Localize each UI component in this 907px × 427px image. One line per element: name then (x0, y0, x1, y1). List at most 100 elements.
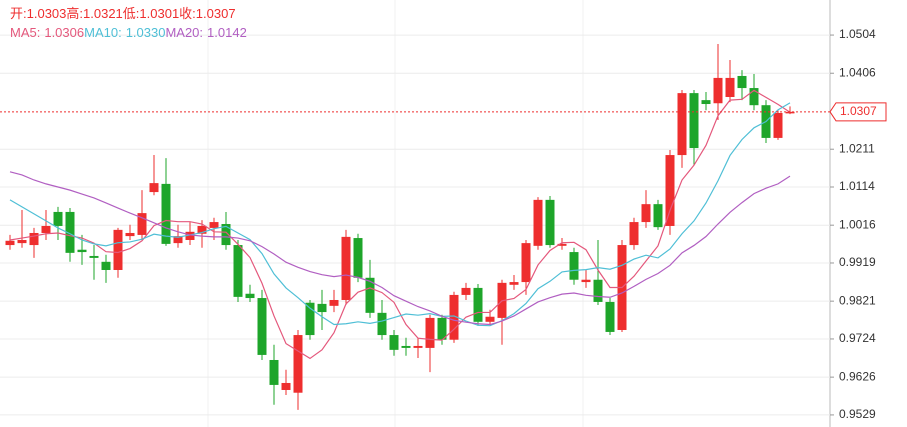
candle-body (473, 287, 483, 322)
candle-body (785, 111, 795, 114)
legend-value: 1.0306 (44, 25, 85, 40)
candle-body (173, 236, 183, 244)
ma-line (9, 171, 791, 326)
candle-body (41, 225, 51, 233)
y-tick-label: 1.0114 (839, 179, 875, 193)
candle-body (401, 345, 411, 348)
ohlc-label: 开: (10, 6, 27, 21)
candle-body (485, 316, 495, 322)
legend-item: MA20: 1.0142 (165, 25, 246, 40)
candle-body (701, 100, 711, 105)
candle-body (533, 199, 543, 246)
candle-body (557, 243, 567, 246)
ohlc-value: 1.0307 (195, 6, 236, 21)
candle-body (677, 93, 687, 156)
y-tick-label: 1.0211 (839, 141, 875, 155)
ohlc-item: 低:1.0301 (123, 6, 179, 21)
candle-body (593, 279, 603, 302)
ohlc-item: 收:1.0307 (179, 6, 235, 21)
y-tick-label: 0.9821 (839, 293, 876, 307)
candle-body (653, 204, 663, 228)
candle-body (161, 183, 171, 244)
ohlc-item: 开:1.0303 (10, 6, 66, 21)
candle-body (605, 301, 615, 332)
candle-body (89, 255, 99, 258)
candle-body (245, 293, 255, 299)
candle-body (77, 249, 87, 253)
candle-body (437, 317, 447, 340)
ohlc-label: 收: (179, 6, 196, 21)
candle-body (545, 199, 555, 246)
candle-body (737, 75, 747, 89)
candle-body (209, 222, 219, 228)
y-tick-label: 0.9626 (839, 369, 876, 383)
candle-body (29, 232, 39, 246)
ohlc-row: 开:1.0303高:1.0321低:1.0301收:1.0307 (10, 4, 247, 23)
candle-body (365, 277, 375, 313)
ohlc-label: 低: (122, 6, 140, 21)
candle-body (665, 155, 675, 226)
candle-body (113, 229, 123, 270)
ohlc-value: 1.0303 (26, 6, 67, 21)
candle-body (413, 345, 423, 348)
ohlc-value: 1.0301 (139, 6, 180, 21)
candle-body (713, 77, 723, 104)
candle-body (449, 294, 459, 340)
candle-body (233, 245, 243, 297)
y-tick-label: 0.9724 (839, 331, 876, 345)
candle-body (377, 312, 387, 336)
ohlc-item: 高:1.0321 (66, 6, 122, 21)
ma-line (9, 102, 791, 327)
candle-body (197, 225, 207, 234)
candle-body (521, 243, 531, 283)
candle-body (329, 299, 339, 306)
ohlc-value: 1.0321 (83, 6, 123, 21)
candle-body (629, 222, 639, 246)
candle-body (581, 279, 591, 283)
legend-value: 1.0142 (207, 25, 247, 40)
current-price-label: 1.0307 (840, 104, 877, 118)
candle-body (425, 317, 435, 348)
candle-body (641, 204, 651, 223)
header: 开:1.0303高:1.0321低:1.0301收:1.0307 MA5: 1.0… (10, 4, 247, 42)
legend-item: MA10: 1.0330 (84, 25, 165, 40)
ma-line (9, 89, 791, 360)
candle-body (317, 303, 327, 313)
current-price-tag (829, 102, 887, 122)
candle-body (65, 211, 75, 253)
candle-body (509, 282, 519, 285)
legend-name: MA10: (84, 25, 122, 40)
candle-body (341, 236, 351, 300)
candle-body (101, 261, 111, 270)
candle-body (5, 240, 15, 246)
candle-body (221, 224, 231, 246)
ma-row: MA5: 1.0306MA10: 1.0330MA20: 1.0142 (10, 23, 247, 42)
candle-body (569, 252, 579, 280)
candle-body (149, 183, 159, 193)
candle-body (53, 211, 63, 226)
candle-body (137, 213, 147, 235)
candle-body (17, 239, 27, 244)
candle-body (461, 287, 471, 295)
candle-body (353, 238, 363, 278)
y-tick-label: 1.0406 (839, 65, 876, 79)
candle-body (689, 93, 699, 149)
y-tick-label: 1.0016 (839, 217, 876, 231)
y-tick-label: 0.9919 (839, 255, 876, 269)
candle-body (773, 112, 783, 138)
candle-body (749, 88, 759, 106)
y-tick-label: 0.9529 (839, 407, 876, 421)
candle-body (257, 298, 267, 355)
legend-value: 1.0330 (125, 25, 166, 40)
legend-name: MA5: (10, 25, 41, 40)
candle-body (125, 232, 135, 237)
ohlc-label: 高: (66, 6, 84, 21)
candle-body (389, 335, 399, 350)
y-tick-label: 1.0504 (839, 27, 876, 41)
candle-body (305, 302, 315, 336)
legend-name: MA20: (165, 25, 204, 40)
candle-body (725, 77, 735, 98)
candle-body (185, 231, 195, 240)
